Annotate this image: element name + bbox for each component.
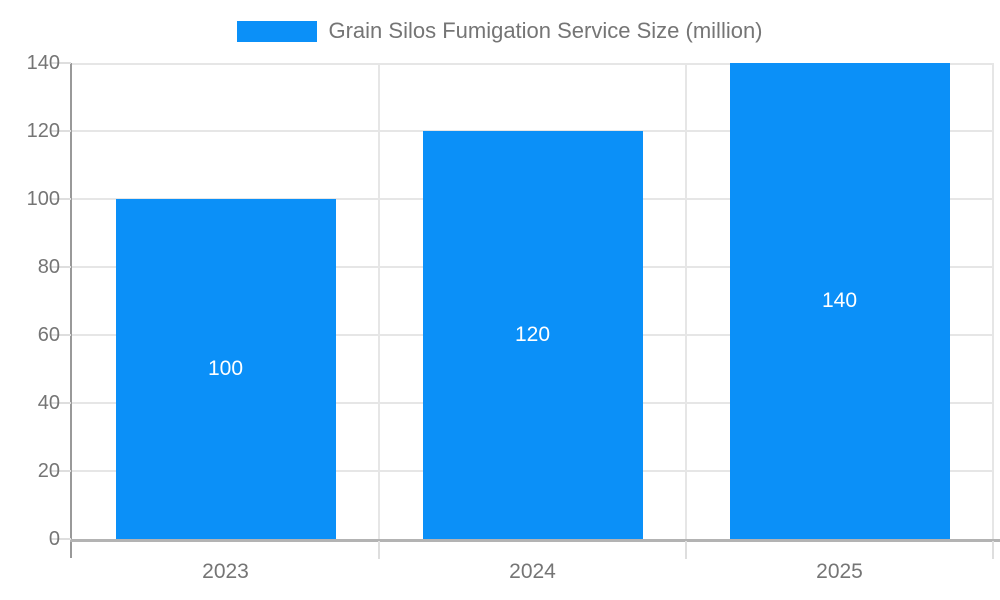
bar-value-label: 100 bbox=[207, 357, 244, 380]
y-tick-label: 40 bbox=[37, 392, 60, 414]
x-tick-label: 2023 bbox=[202, 560, 249, 583]
y-tick-label: 100 bbox=[26, 188, 60, 210]
y-tick-label: 20 bbox=[37, 460, 60, 482]
v-gridline bbox=[992, 63, 994, 539]
y-tick-label: 80 bbox=[37, 256, 60, 278]
bar[interactable]: 120 bbox=[422, 131, 643, 539]
y-tick bbox=[51, 334, 71, 336]
bar-value-label: 140 bbox=[821, 289, 858, 312]
plot-area: 0 20 40 60 80 100 120 140 100 2023 120 2024 140 2025 bbox=[27, 52, 1000, 583]
x-tick bbox=[378, 541, 380, 559]
y-tick-label: 120 bbox=[26, 120, 60, 142]
x-tick bbox=[685, 541, 687, 559]
v-gridline bbox=[378, 63, 380, 539]
h-gridline bbox=[72, 63, 993, 65]
x-tick-label: 2024 bbox=[509, 560, 556, 583]
bar-value-label: 120 bbox=[514, 323, 551, 346]
legend-label[interactable]: Grain Silos Fumigation Service Size (mil… bbox=[328, 18, 763, 43]
legend-swatch[interactable] bbox=[237, 20, 318, 42]
bar[interactable]: 140 bbox=[729, 63, 950, 539]
y-tick bbox=[51, 266, 71, 268]
bar[interactable]: 100 bbox=[115, 199, 336, 539]
y-tick bbox=[51, 62, 71, 64]
y-tick bbox=[51, 402, 71, 404]
y-axis-line bbox=[70, 63, 72, 558]
v-gridline bbox=[685, 63, 687, 539]
y-tick-label: 0 bbox=[48, 528, 60, 550]
legend: Grain Silos Fumigation Service Size (mil… bbox=[0, 16, 1000, 46]
x-axis-line bbox=[70, 539, 1000, 542]
x-tick bbox=[992, 541, 994, 559]
y-tick bbox=[51, 198, 71, 200]
y-tick-label: 60 bbox=[37, 324, 60, 346]
x-tick-label: 2025 bbox=[816, 560, 863, 583]
y-tick bbox=[51, 130, 71, 132]
y-tick bbox=[51, 538, 71, 540]
y-tick bbox=[51, 470, 71, 472]
y-tick-label: 140 bbox=[26, 52, 60, 74]
